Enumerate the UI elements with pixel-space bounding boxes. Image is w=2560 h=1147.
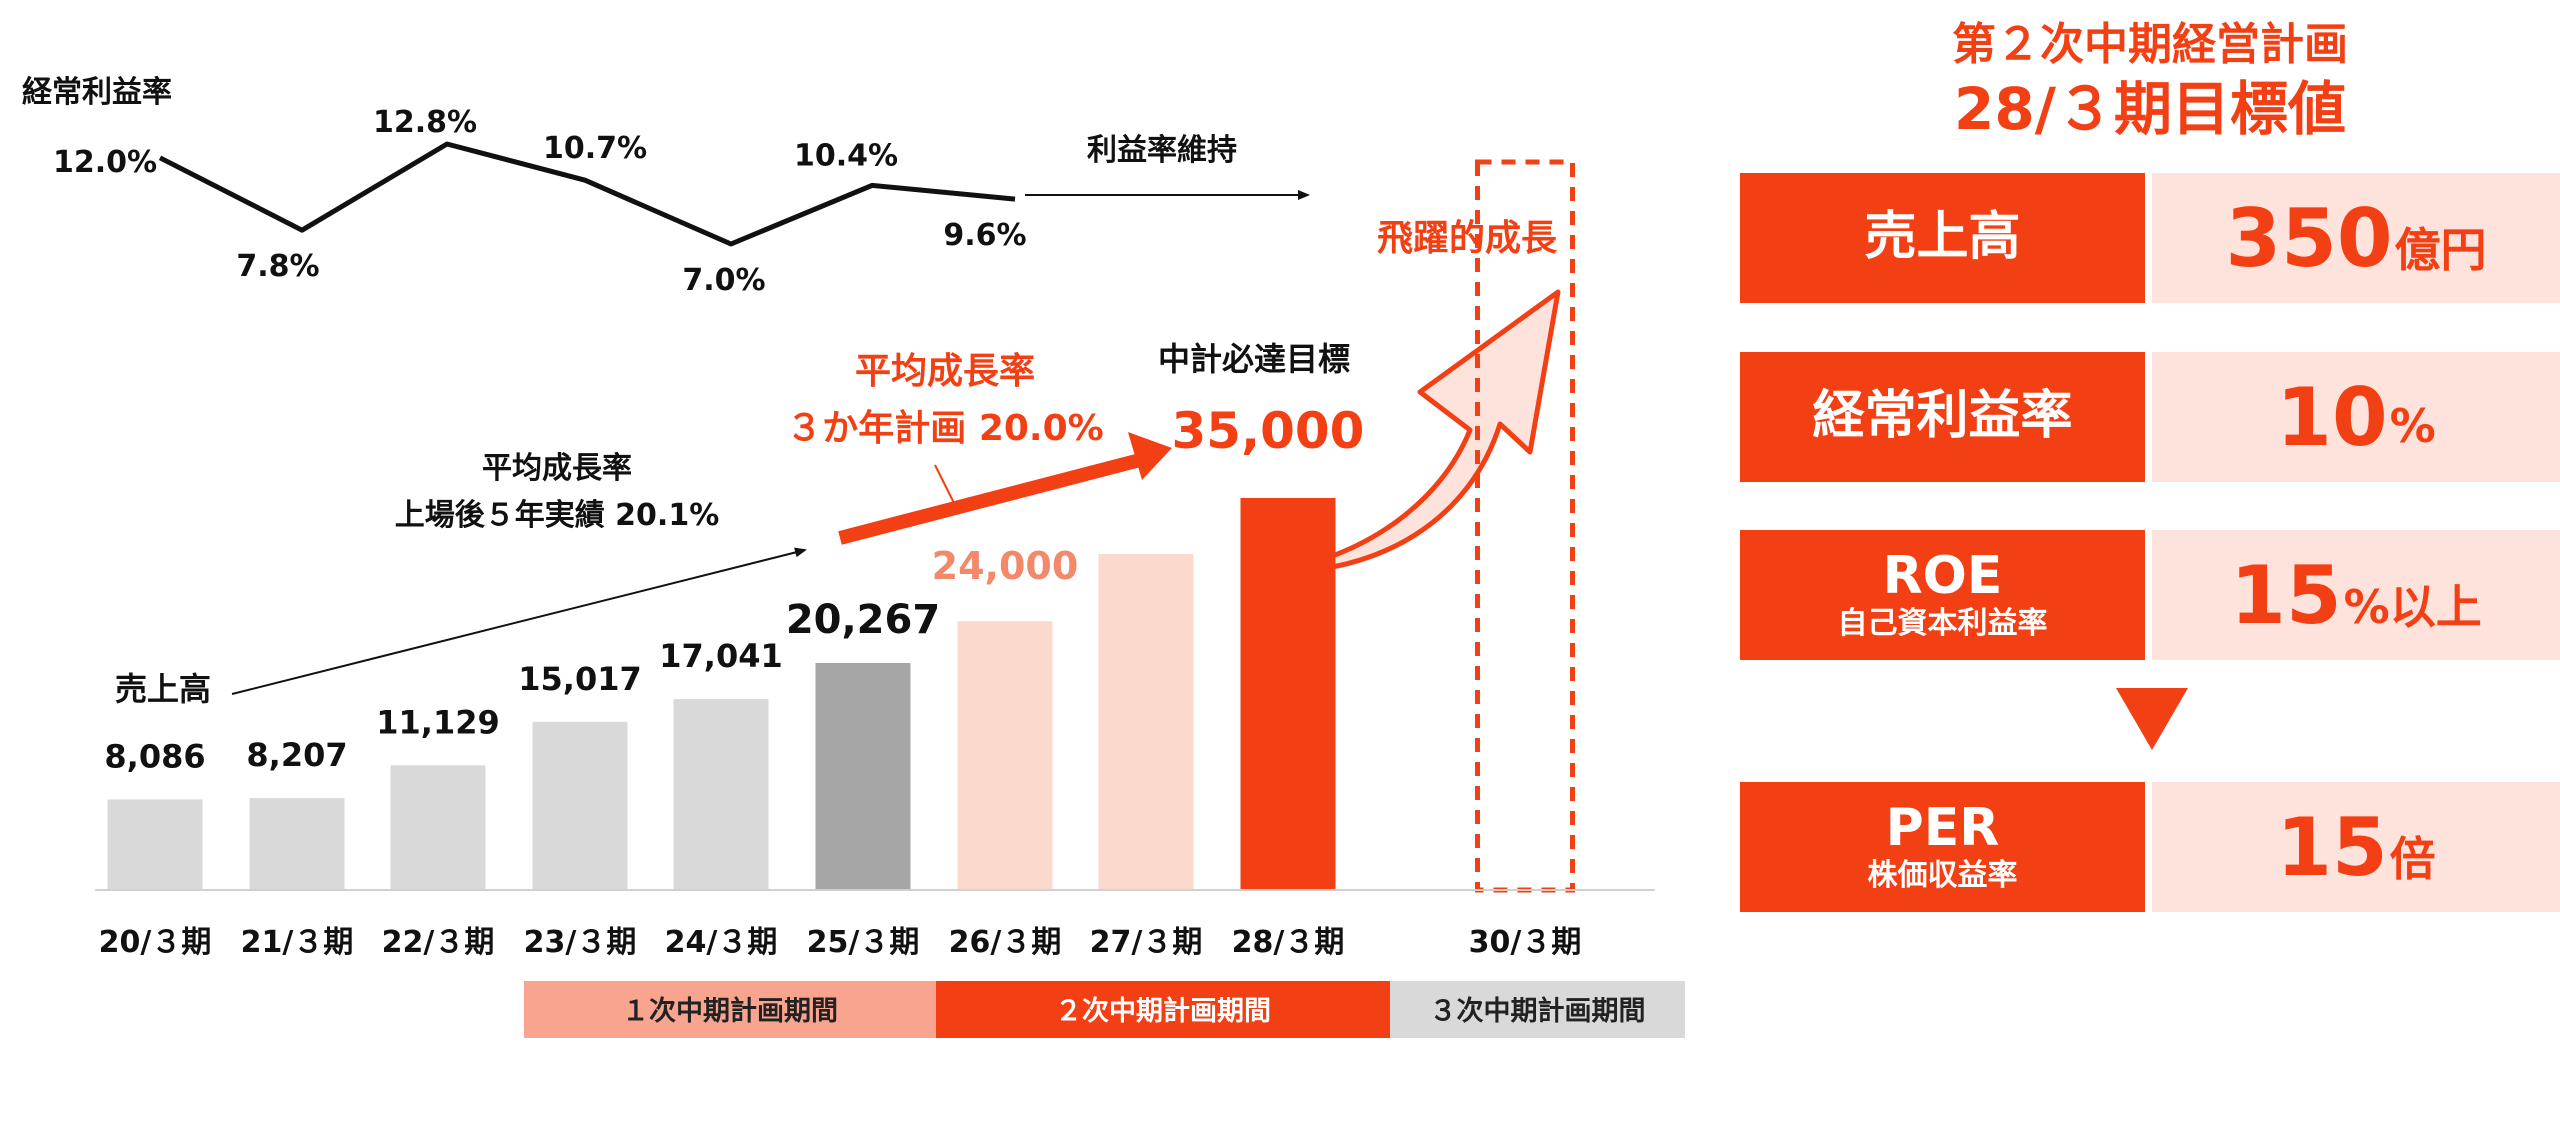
x-tick-label: 25/３期 (807, 925, 920, 960)
kpi-value-number: 15 (2276, 800, 2388, 894)
kpi-label-main: 売上高 (1864, 207, 2021, 268)
kpi-value-unit: 億円 (2394, 223, 2487, 277)
kpi-label-main: 経常利益率 (1812, 386, 2073, 447)
target-panel: 第２次中期経営計画 28/３期目標値 売上高 350 億円 経常利益率 10% R… (1740, 0, 2560, 1147)
plan-growth-label-2: ３か年計画 20.0% (786, 408, 1103, 449)
period-band (524, 981, 936, 1038)
margin-point-label: 9.6% (943, 218, 1026, 253)
bar-value-label: 20,267 (786, 597, 940, 643)
sales-series-label: 売上高 (115, 670, 211, 708)
kpi-label: PER 株価収益率 (1740, 782, 2145, 912)
kpi-value: 10% (2152, 352, 2560, 482)
bar-value-label: 11,129 (376, 703, 499, 741)
x-tick-label: 23/３期 (524, 925, 637, 960)
bar (390, 765, 486, 890)
actual-growth-label-1: 平均成長率 (482, 451, 632, 486)
margin-point-label: 10.7% (543, 131, 647, 166)
plan-growth-leader (934, 464, 956, 506)
kpi-label-sub: 自己資本利益率 (1837, 605, 2048, 641)
kpi-label: 売上高 (1740, 173, 2145, 303)
kpi-value-number: 350 (2225, 191, 2393, 285)
bar (815, 663, 911, 890)
kpi-value-unit: 倍 (2389, 832, 2436, 886)
kpi-label: ROE 自己資本利益率 (1740, 530, 2145, 660)
bar (532, 721, 628, 890)
leap-growth-arrow-icon (1265, 289, 1561, 575)
x-tick-label: 20/３期 (99, 925, 212, 960)
period-band-label: ３次中期計画期間 (1430, 995, 1646, 1027)
margin-point-label: 7.0% (682, 263, 765, 298)
margin-point-label: 10.4% (794, 138, 898, 173)
kpi-row-sales: 売上高 350 億円 (1740, 173, 2560, 303)
actual-growth-label-2: 上場後５年実績 20.1% (395, 498, 720, 533)
plan-growth-arrow-head-icon (1128, 432, 1172, 480)
leap-growth-label: 飛躍的成長 (1377, 218, 1558, 259)
plan-growth-arrow-shaft (838, 453, 1142, 545)
bar (1098, 554, 1194, 890)
panel-title-line2: 28/３期目標値 (1954, 75, 2346, 143)
kpi-label-main: PER (1885, 798, 2000, 859)
kpi-row-margin: 経常利益率 10% (1740, 352, 2560, 482)
kpi-value: 15 倍 (2152, 782, 2560, 912)
bar-value-label: 24,000 (932, 544, 1079, 588)
kpi-value-unit: %以上 (2343, 580, 2482, 634)
kpi-value: 15 %以上 (2152, 530, 2560, 660)
bar-value-label: 8,207 (246, 736, 347, 774)
target-caption: 中計必達目標 (1158, 340, 1350, 378)
bar (107, 799, 203, 890)
x-tick-label: 21/３期 (241, 925, 354, 960)
margin-point-label: 12.0% (53, 145, 157, 180)
actual-growth-arrow (231, 547, 807, 695)
kpi-row-per: PER 株価収益率 15 倍 (1740, 782, 2560, 912)
period-band-label: ２次中期計画期間 (1055, 995, 1271, 1027)
down-triangle-icon (2116, 688, 2188, 750)
bar-value-label: 8,086 (104, 737, 205, 775)
margin-point-label: 12.8% (373, 105, 477, 140)
bar (957, 621, 1053, 890)
panel-title-line1: 第２次中期経営計画 (1952, 19, 2348, 70)
x-tick-label: 28/３期 (1232, 925, 1345, 960)
period-band (1390, 981, 1685, 1038)
kpi-label-sub: 株価収益率 (1867, 857, 2018, 893)
bar-value-label: 35,000 (1172, 402, 1365, 460)
kpi-label-main: ROE (1882, 546, 2003, 607)
kpi-value: 350 億円 (2152, 173, 2560, 303)
dashed-target-box (1475, 159, 1575, 893)
period-band-label: １次中期計画期間 (622, 995, 838, 1027)
margin-series-label: 経常利益率 (22, 75, 172, 110)
kpi-value-unit: % (2389, 399, 2436, 453)
bar-value-label: 15,017 (518, 660, 641, 698)
x-tick-label: 24/３期 (665, 925, 778, 960)
kpi-label: 経常利益率 (1740, 352, 2145, 482)
kpi-value-number: 10 (2276, 370, 2388, 464)
bar (673, 699, 769, 890)
bar (249, 798, 345, 890)
x-tick-label: 30/３期 (1469, 925, 1582, 960)
bar (1240, 498, 1336, 890)
margin-point-label: 7.8% (236, 249, 319, 284)
x-tick-label: 26/３期 (949, 925, 1062, 960)
x-tick-label: 27/３期 (1090, 925, 1203, 960)
margin-line (158, 141, 1016, 247)
sales-and-margin-chart: 12.0% 7.8% 12.8% 10.7% 7.0% 10.4% 9.6% 経常利益率利益率… (22, 75, 1685, 1038)
margin-continuation-label: 利益率維持 (1087, 133, 1237, 168)
bar-value-label: 17,041 (659, 637, 782, 675)
x-tick-label: 22/３期 (382, 925, 495, 960)
kpi-row-roe: ROE 自己資本利益率 15 %以上 (1740, 530, 2560, 660)
period-band (936, 981, 1390, 1038)
plan-growth-label-1: 平均成長率 (855, 351, 1035, 392)
kpi-value-number: 15 (2230, 548, 2342, 642)
